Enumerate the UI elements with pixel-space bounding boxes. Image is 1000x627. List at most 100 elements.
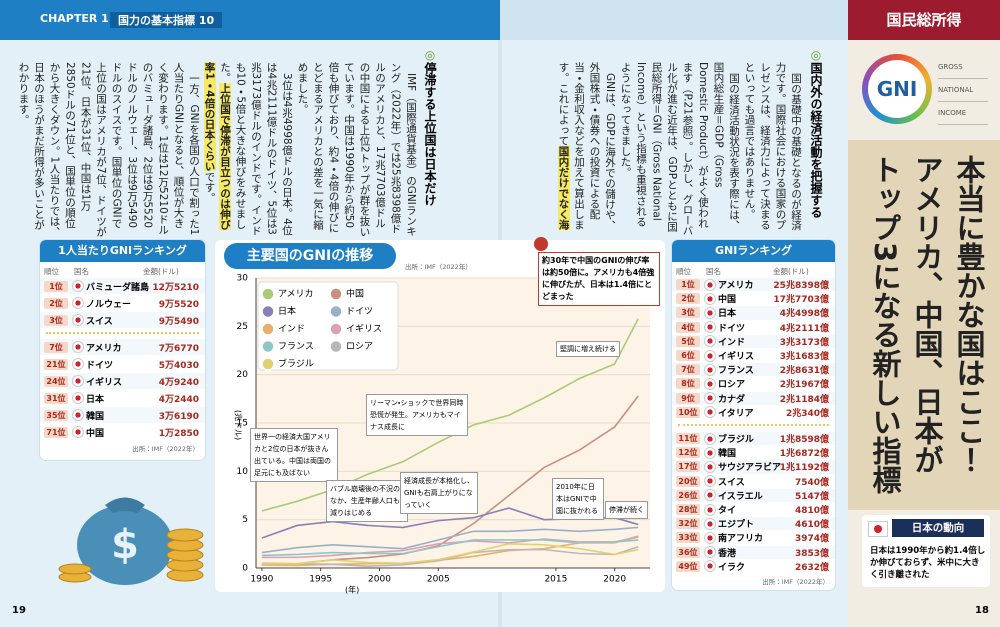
amount: 25兆8398億 [773, 281, 829, 292]
paragraph: IMF（国際通貨基金）のGNIランキング（2022年）では25兆8398億ドルの… [294, 62, 418, 237]
flag [704, 517, 716, 530]
country: イラク [718, 562, 746, 573]
headline-line: トップ3になる新しい指標 [868, 155, 902, 495]
flag [704, 335, 716, 348]
legend-swatch [329, 322, 343, 336]
amount: 5万4030 [158, 360, 199, 371]
country: サウジアラビア [718, 463, 782, 474]
country: 南アフリカ [718, 534, 764, 545]
rank: 7位 [676, 364, 700, 376]
amount: 1兆1192億 [779, 463, 829, 474]
table-row: 35位 韓国 3万6190 [40, 407, 205, 423]
country: ノルウェー [86, 299, 132, 310]
column-header: 国名 [74, 267, 89, 276]
table-row: 7位 アメリカ 7万6770 [40, 339, 205, 355]
text: です。 [203, 171, 216, 203]
section: 国力の基本指標 10 [110, 12, 223, 28]
table-row: 28位 タイ 4810億 [672, 503, 835, 517]
column-header: 順位 [44, 267, 59, 276]
table-row: 49位 イラク 2632億 [672, 559, 835, 573]
flag [704, 489, 716, 502]
flag [704, 460, 716, 473]
x-axis-label: (年) [345, 585, 359, 595]
table-row: 17位 サウジアラビア 1兆1192億 [672, 460, 835, 474]
x-tick-label: 2005 [427, 575, 450, 585]
money-bag-illustration: $ [58, 497, 204, 585]
amount: 7540億 [794, 477, 829, 488]
y-tick-label: 25 [237, 322, 248, 332]
rank: 9位 [676, 392, 700, 404]
chapter: CHAPTER 1 [40, 12, 109, 25]
amount: 3兆1683億 [779, 352, 829, 363]
y-tick-label: 10 [237, 467, 249, 477]
left-header [0, 0, 500, 40]
legend-swatch [329, 304, 343, 319]
annotation: 約30年で中国のGNIの伸び率は約50倍に。アメリカも4倍強に伸びたが、日本は1… [538, 252, 660, 306]
flag [704, 349, 716, 362]
legend-label: ロシア [346, 342, 373, 352]
amount: 5147億 [794, 491, 829, 502]
annotation-box: リーマン・ショックで世界同時恐慌が発生。アメリカもマイナス成長に [366, 394, 468, 436]
table-row: 31位 日本 4万2440 [40, 390, 205, 406]
table-row: 1位 アメリカ 25兆8398億 [672, 278, 835, 292]
table-row: 33位 南アフリカ 3974億 [672, 531, 835, 545]
amount: 3853億 [794, 548, 829, 559]
legend-swatch [329, 287, 343, 301]
text: 3位は4兆4998億ドルの日本。4位は4兆2111億ドルのドイツ、5位は3兆31… [219, 62, 293, 236]
table-title: 1人当たりGNIランキング [40, 240, 205, 262]
rank: 21位 [44, 358, 68, 370]
country: インド [718, 337, 746, 348]
amount: 3974億 [794, 534, 829, 545]
flag [704, 292, 716, 305]
amount: 4万2440 [158, 394, 199, 405]
legend-label: ドイツ [346, 307, 373, 317]
country: アメリカ [86, 343, 122, 354]
rank: 2位 [676, 293, 700, 305]
table-row: 8位 ロシア 2兆1967億 [672, 377, 835, 391]
table-row: 4位 ドイツ 4兆2111億 [672, 320, 835, 334]
amount: 7万6770 [158, 343, 199, 354]
x-tick-label: 2015 [544, 575, 567, 585]
country: ドイツ [86, 360, 114, 371]
logo-word: NATIONAL [938, 79, 988, 102]
paragraph: 国の基礎中の基礎となるのが経済力です。国際社会における国家のプレゼンスは、経済力… [741, 62, 803, 237]
x-tick-label: 1995 [309, 575, 332, 585]
country: スイス [86, 316, 113, 327]
series-line [261, 526, 639, 554]
table-row: 32位 エジプト 4610億 [672, 517, 835, 531]
separator [678, 424, 829, 426]
japan-trend-text: 日本は1990年から約1.4倍しか伸びておらず、米中に大きく引き離された [870, 546, 986, 580]
chart-title: 主要国のGNIの推移 [247, 247, 373, 264]
page-number: 19 [12, 605, 26, 616]
rank: 36位 [676, 546, 700, 558]
amount: 17兆7703億 [773, 295, 829, 306]
rank: 11位 [676, 433, 700, 445]
amount: 2兆1184億 [779, 394, 829, 405]
column-header: 順位 [676, 267, 691, 276]
annotation: 世界一の経済大国アメリカと2位の日本が抜きん出ている。中国は両国の足元にも及ばな… [250, 428, 338, 482]
rank: 31位 [44, 392, 68, 404]
separator [46, 332, 199, 334]
icon: ◎ [423, 48, 437, 62]
flag [72, 409, 84, 421]
y-tick-label: 5 [242, 515, 248, 525]
column-header: 金額(ドル) [773, 267, 809, 276]
rank: 28位 [676, 504, 700, 516]
text: IMF（国際通貨基金）のGNIランキング（2022年）では25兆8398億ドルの… [296, 62, 418, 237]
legend-swatch [261, 322, 275, 336]
legend [257, 281, 399, 371]
x-tick-label: 2020 [603, 575, 626, 585]
amount: 9万5520 [158, 299, 199, 310]
rank: 49位 [676, 560, 700, 572]
highlight: 上位国で停滞が目立つのは伸び率1・4倍の日本くらい [203, 62, 231, 230]
annotation-box: 約30年で中国のGNIの伸び率は約50倍に。アメリカも4倍強に伸びたが、日本は1… [538, 252, 660, 306]
rank: 24位 [44, 375, 68, 387]
amount: 9万5490 [158, 316, 199, 327]
rank: 12位 [676, 447, 700, 459]
country: 中国 [718, 295, 737, 306]
annotation: リーマン・ショックで世界同時恐慌が発生。アメリカもマイナス成長に [366, 394, 468, 436]
annotation: 経済成長が本格化し、GNIも右肩上がりになっていく [400, 472, 478, 514]
paragraph: GNIは、GDPに海外での儲けや、外国株式・債券への投資による配当・金利収入など… [555, 62, 617, 237]
country: イギリス [718, 352, 755, 363]
country: イスラエル [718, 491, 763, 502]
